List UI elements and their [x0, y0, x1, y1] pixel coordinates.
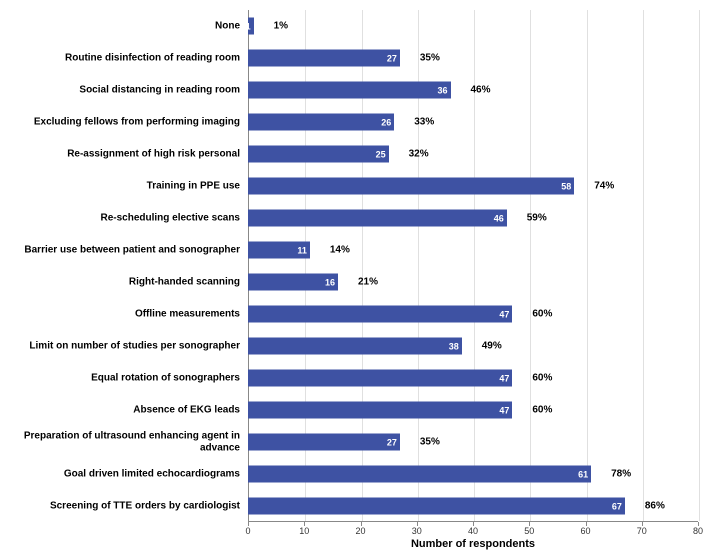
bar-value-label: 47: [499, 405, 509, 415]
x-tick-label: 40: [468, 526, 478, 536]
bar: 11: [248, 242, 310, 259]
bar-row: Absence of EKG leads 47 60%: [0, 394, 698, 426]
bar-percent-label: 35%: [420, 53, 440, 64]
bar: 16: [248, 274, 338, 291]
bar: 27: [248, 50, 400, 67]
bar: 36: [248, 82, 451, 99]
bar-row: Offline measurements 47 60%: [0, 298, 698, 330]
bar: 47: [248, 402, 512, 419]
bar-value-label: 47: [499, 309, 509, 319]
bar-percent-label: 60%: [532, 309, 552, 320]
bar-percent-label: 78%: [611, 469, 631, 480]
bar-row: Excluding fellows from performing imagin…: [0, 106, 698, 138]
bar-row: Re-assignment of high risk personal 25 32%: [0, 138, 698, 170]
bar-row: Routine disinfection of reading room 27 35…: [0, 42, 698, 74]
category-label: Offline measurements: [0, 308, 240, 320]
bar: 47: [248, 370, 512, 387]
bar-value-label: 38: [449, 341, 459, 351]
category-label: Preparation of ultrasound enhancing agen…: [0, 431, 240, 454]
bar-percent-label: 14%: [330, 245, 350, 256]
category-label: Barrier use between patient and sonograp…: [0, 244, 240, 256]
x-axis-ticks: 01020304050607080: [248, 524, 698, 538]
x-axis-title: Number of respondents: [248, 538, 698, 550]
bar-row: Equal rotation of sonographers 47 60%: [0, 362, 698, 394]
category-label: Absence of EKG leads: [0, 404, 240, 416]
category-label: Screening of TTE orders by cardiologist: [0, 500, 240, 512]
x-tick-label: 10: [299, 526, 309, 536]
bar-percent-label: 60%: [532, 373, 552, 384]
bar-value-label: 11: [297, 245, 307, 255]
x-tick-label: 30: [412, 526, 422, 536]
bar-value-label: 27: [387, 437, 397, 447]
bar-row: Limit on number of studies per sonograph…: [0, 330, 698, 362]
bar-row: None 1 1%: [0, 10, 698, 42]
bar: 67: [248, 498, 625, 515]
x-tick-label: 70: [637, 526, 647, 536]
bar-percent-label: 1%: [274, 21, 288, 32]
bar: 38: [248, 338, 462, 355]
bar: 27: [248, 434, 400, 451]
category-label: Right-handed scanning: [0, 276, 240, 288]
bar-value-label: 36: [437, 85, 447, 95]
bar-percent-label: 46%: [471, 85, 491, 96]
bar-value-label: 67: [612, 501, 622, 511]
bar-row: Preparation of ultrasound enhancing agen…: [0, 426, 698, 458]
bar-percent-label: 32%: [409, 149, 429, 160]
bar: 61: [248, 466, 591, 483]
bar-row: Screening of TTE orders by cardiologist 6…: [0, 490, 698, 522]
bar-value-label: 26: [381, 117, 391, 127]
category-label: Re-assignment of high risk personal: [0, 148, 240, 160]
bar-value-label: 1: [246, 21, 251, 31]
gridline: [699, 10, 700, 521]
x-tick-label: 50: [524, 526, 534, 536]
bar: 46: [248, 210, 507, 227]
x-tick-label: 0: [245, 526, 250, 536]
bar-value-label: 16: [325, 277, 335, 287]
bar-row: Barrier use between patient and sonograp…: [0, 234, 698, 266]
category-label: None: [0, 20, 240, 32]
bar: 26: [248, 114, 394, 131]
category-label: Equal rotation of sonographers: [0, 372, 240, 384]
category-label: Limit on number of studies per sonograph…: [0, 340, 240, 352]
bar-percent-label: 59%: [527, 213, 547, 224]
category-label: Goal driven limited echocardiograms: [0, 468, 240, 480]
bar-rows: None 1 1% Routine disinfection of reading r…: [0, 10, 698, 522]
bar-value-label: 25: [376, 149, 386, 159]
bar: 25: [248, 146, 389, 163]
bar: 1: [248, 18, 254, 35]
bar-row: Goal driven limited echocardiograms 61 78%: [0, 458, 698, 490]
bar-percent-label: 49%: [482, 341, 502, 352]
bar-value-label: 61: [578, 469, 588, 479]
bar-percent-label: 86%: [645, 501, 665, 512]
bar-value-label: 58: [561, 181, 571, 191]
bar-chart: None 1 1% Routine disinfection of reading r…: [0, 0, 711, 556]
bar-row: Social distancing in reading room 36 46%: [0, 74, 698, 106]
bar-percent-label: 60%: [532, 405, 552, 416]
bar-value-label: 27: [387, 53, 397, 63]
x-tick-label: 20: [355, 526, 365, 536]
bar-percent-label: 33%: [414, 117, 434, 128]
bar-percent-label: 35%: [420, 437, 440, 448]
category-label: Re-scheduling elective scans: [0, 212, 240, 224]
bar-percent-label: 21%: [358, 277, 378, 288]
bar: 47: [248, 306, 512, 323]
bar-percent-label: 74%: [594, 181, 614, 192]
bar-value-label: 46: [494, 213, 504, 223]
bar: 58: [248, 178, 574, 195]
bar-value-label: 47: [499, 373, 509, 383]
category-label: Social distancing in reading room: [0, 84, 240, 96]
category-label: Routine disinfection of reading room: [0, 52, 240, 64]
x-tick-label: 80: [693, 526, 703, 536]
category-label: Excluding fellows from performing imagin…: [0, 116, 240, 128]
category-label: Training in PPE use: [0, 180, 240, 192]
bar-row: Re-scheduling elective scans 46 59%: [0, 202, 698, 234]
bar-row: Right-handed scanning 16 21%: [0, 266, 698, 298]
x-tick-label: 60: [580, 526, 590, 536]
bar-row: Training in PPE use 58 74%: [0, 170, 698, 202]
